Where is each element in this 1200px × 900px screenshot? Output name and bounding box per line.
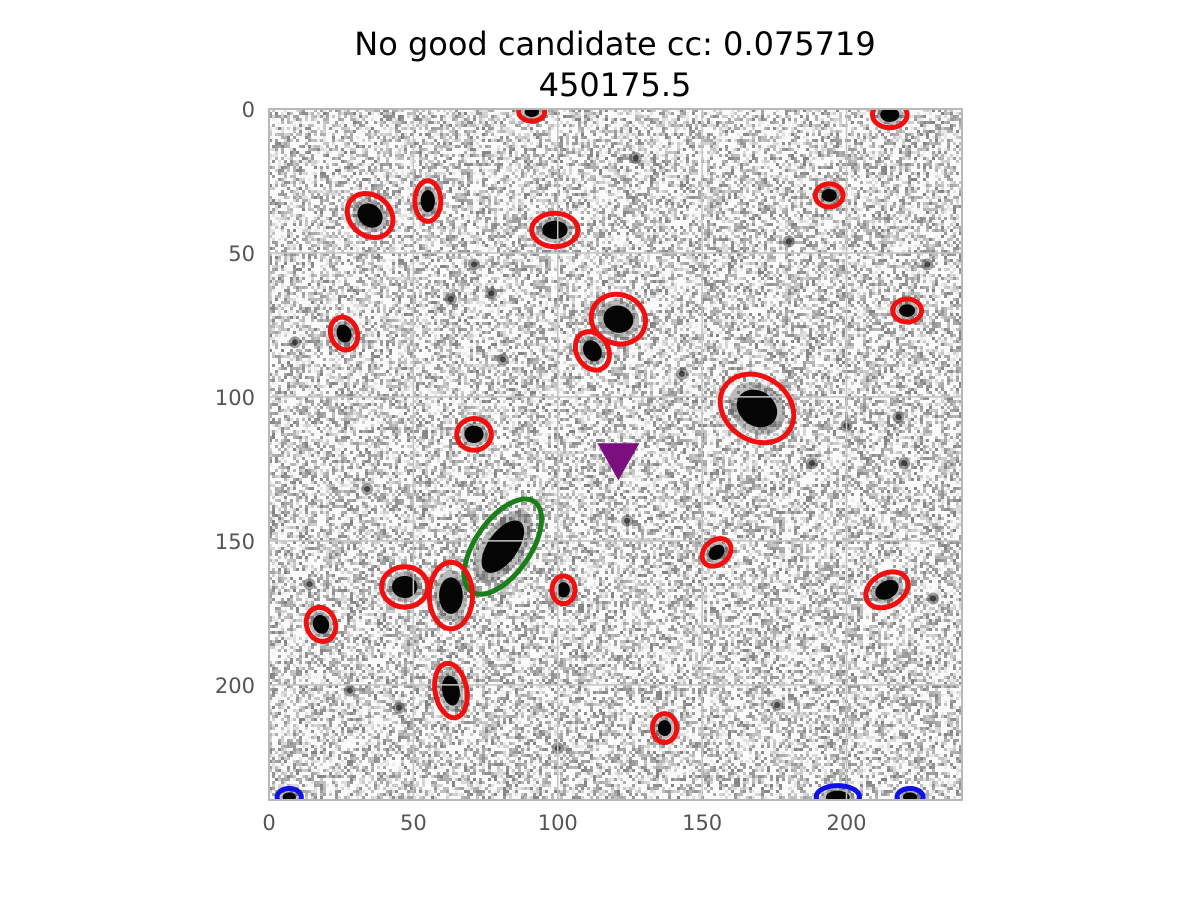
y-tick-label: 150 bbox=[215, 530, 255, 554]
plot-area bbox=[269, 102, 962, 809]
source-blob-22 bbox=[821, 788, 854, 806]
source-blob-4 bbox=[537, 217, 573, 243]
source-blob-20 bbox=[655, 717, 674, 739]
x-axis-ticks: 0 50 100 150 200 bbox=[262, 811, 866, 835]
y-tick-label: 200 bbox=[215, 674, 255, 698]
source-blob-14 bbox=[387, 571, 423, 602]
source-blob-3 bbox=[418, 186, 438, 217]
x-tick-label: 50 bbox=[400, 811, 427, 835]
y-tick-label: 0 bbox=[242, 98, 255, 122]
x-tick-label: 200 bbox=[826, 811, 866, 835]
x-tick-label: 0 bbox=[262, 811, 275, 835]
source-blob-9 bbox=[896, 302, 918, 320]
chart-title-line-2: 450175.5 bbox=[539, 66, 692, 104]
y-axis-ticks: 0 50 100 150 200 bbox=[215, 98, 255, 698]
x-tick-label: 150 bbox=[682, 811, 722, 835]
y-tick-label: 100 bbox=[215, 386, 255, 410]
x-tick-label: 100 bbox=[538, 811, 578, 835]
chart-title: No good candidate cc: 0.075719 450175.5 bbox=[354, 25, 875, 104]
chart-title-line-1: No good candidate cc: 0.075719 bbox=[354, 25, 875, 63]
source-blob-5 bbox=[819, 187, 840, 205]
y-tick-label: 50 bbox=[228, 242, 255, 266]
source-blob-11 bbox=[461, 422, 488, 446]
source-blob-1 bbox=[876, 105, 903, 125]
